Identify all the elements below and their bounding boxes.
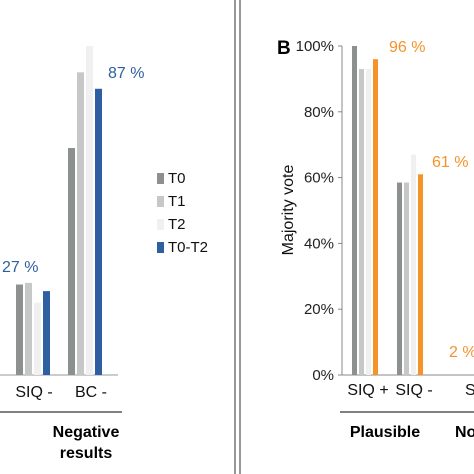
panel-a-bars bbox=[16, 46, 102, 376]
panel-a-annotations: 27 % 87 % bbox=[2, 65, 144, 276]
annotation-a-0: 27 % bbox=[2, 259, 38, 276]
annotation-b-0: 96 % bbox=[389, 39, 425, 56]
legend-label-1: T1 bbox=[168, 193, 186, 210]
panel-b-partial-xtick: S bbox=[465, 382, 474, 399]
bar-a-0-3 bbox=[43, 291, 50, 375]
legend-swatch-3 bbox=[157, 242, 164, 253]
bar-b-0-3 bbox=[373, 59, 378, 375]
legend-label-3: T0-T2 bbox=[168, 239, 208, 256]
bar-a-0-2 bbox=[34, 302, 41, 375]
legend: T0 T1 T2 T0-T2 bbox=[157, 170, 208, 256]
panel-a-group-label-line1: Negative bbox=[53, 424, 120, 441]
bar-b-1-2 bbox=[411, 154, 416, 375]
legend-swatch-0 bbox=[157, 173, 164, 184]
bar-a-1-0 bbox=[68, 147, 75, 375]
annotation-b-1: 61 % bbox=[432, 154, 468, 171]
xtick-a-1: BC - bbox=[75, 384, 107, 401]
legend-swatch-2 bbox=[157, 219, 164, 230]
panel-b: B Majority vote 0% 20% 40% 60% 80% 100% 96 % 6… bbox=[277, 38, 474, 441]
bar-b-1-1 bbox=[404, 182, 409, 375]
bar-b-1-0 bbox=[397, 182, 402, 375]
panel-b-xticks: SIQ + SIQ - bbox=[347, 382, 432, 399]
bar-b-0-2 bbox=[366, 69, 371, 375]
ytick-label-b-4: 80% bbox=[304, 104, 334, 121]
legend-label-2: T2 bbox=[168, 216, 186, 233]
legend-label-0: T0 bbox=[168, 170, 186, 187]
bar-a-1-3 bbox=[95, 88, 102, 376]
ytick-label-b-2: 40% bbox=[304, 235, 334, 252]
panel-b-partial-annotation: 2 % bbox=[449, 344, 474, 361]
bar-b-0-1 bbox=[359, 69, 364, 375]
ytick-label-b-5: 100% bbox=[296, 38, 334, 55]
legend-swatch-1 bbox=[157, 196, 164, 207]
xtick-b-1: SIQ - bbox=[395, 382, 432, 399]
panel-b-ylabel: Majority vote bbox=[280, 165, 297, 256]
ytick-label-b-3: 60% bbox=[304, 170, 334, 187]
panel-b-yticks: 0% 20% 40% 60% 80% 100% bbox=[296, 38, 342, 384]
panel-b-partial-group-label: No bbox=[455, 424, 474, 441]
bar-a-1-1 bbox=[77, 72, 84, 375]
bar-a-0-1 bbox=[25, 282, 32, 375]
panel-a: 27 % 87 % SIQ - BC - Negative results T0 T1… bbox=[0, 46, 208, 462]
panel-b-title: B bbox=[277, 38, 291, 59]
bar-a-0-0 bbox=[16, 284, 23, 375]
ytick-label-b-1: 20% bbox=[304, 301, 334, 318]
bar-a-1-2 bbox=[86, 46, 93, 375]
xtick-a-0: SIQ - bbox=[15, 384, 52, 401]
ytick-label-b-0: 0% bbox=[312, 367, 334, 384]
panel-b-group-label: Plausible bbox=[350, 424, 420, 441]
panel-a-xticks: SIQ - BC - bbox=[15, 384, 107, 401]
panel-a-group-label-line2: results bbox=[60, 445, 113, 462]
panel-b-bars bbox=[352, 46, 423, 375]
bar-b-0-0 bbox=[352, 46, 357, 375]
annotation-a-1: 87 % bbox=[108, 65, 144, 82]
panel-b-annotations: 96 % 61 % bbox=[389, 39, 468, 171]
xtick-b-0: SIQ + bbox=[347, 382, 388, 399]
bar-b-1-3 bbox=[418, 174, 423, 375]
panel-frames bbox=[234, 0, 241, 474]
